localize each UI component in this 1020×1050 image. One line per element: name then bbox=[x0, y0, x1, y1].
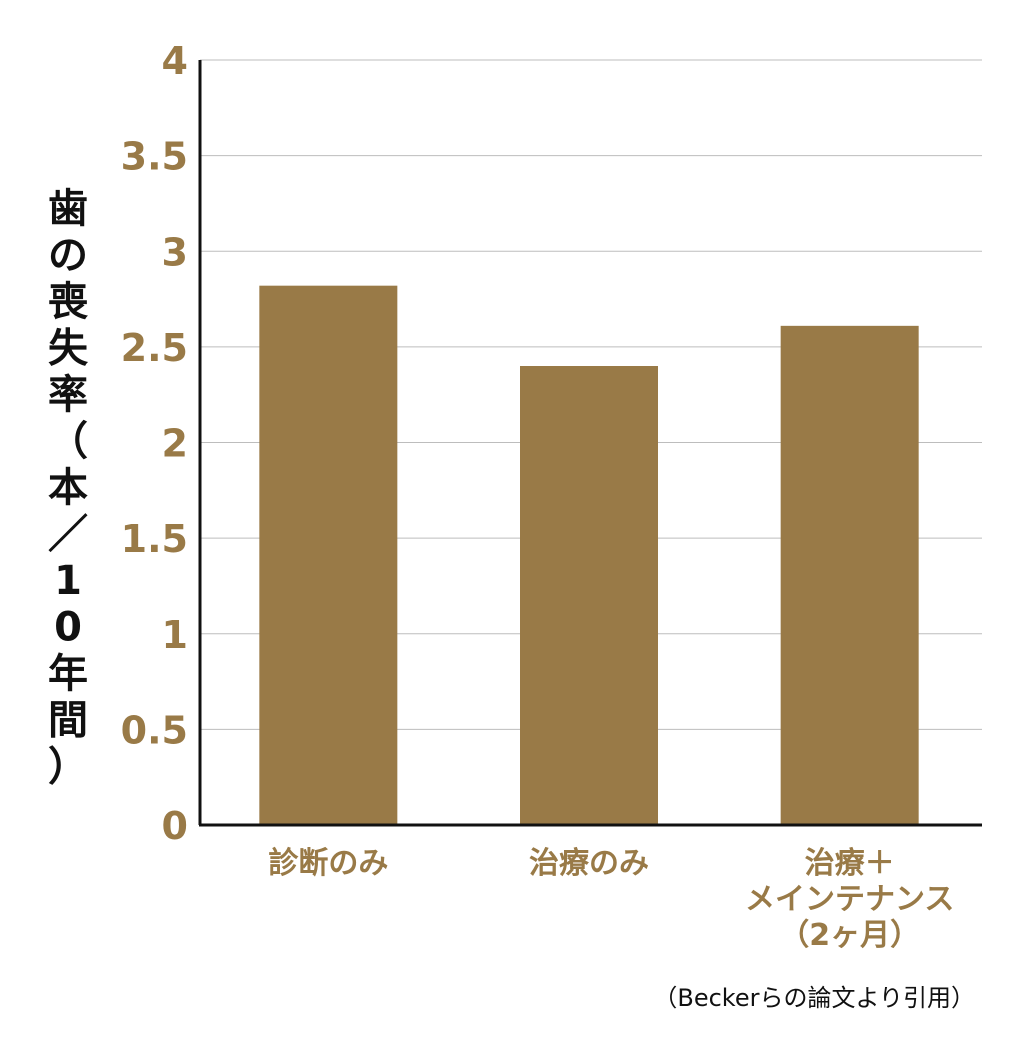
y-tick-label: 1.5 bbox=[121, 517, 188, 561]
y-tick-label: 0 bbox=[162, 804, 188, 848]
y-tick-label: 1 bbox=[162, 613, 188, 657]
y-axis-label: 歯の喪失率（本／ 1 0 年間） bbox=[48, 186, 89, 790]
x-category-labels: 診断のみ 治療のみ 治療＋メインテナンス（2ヶ月） bbox=[268, 846, 954, 953]
y-axis-title: 歯の喪失率（本／ 1 0 年間） bbox=[48, 186, 89, 790]
x-category-label: 治療＋メインテナンス（2ヶ月） bbox=[745, 846, 954, 953]
bar bbox=[780, 325, 919, 825]
axes bbox=[198, 60, 982, 827]
bars bbox=[259, 285, 919, 825]
source-note: （Beckerらの論文より引用） bbox=[653, 984, 975, 1012]
x-category-label: 治療のみ bbox=[529, 846, 649, 881]
y-tick-label: 4 bbox=[162, 39, 188, 83]
bar bbox=[259, 285, 398, 825]
x-category-label: 診断のみ bbox=[268, 846, 388, 881]
y-tick-labels: 0 0.5 1 1.5 2 2.5 3 3.5 4 bbox=[121, 39, 188, 848]
y-tick-label: 3 bbox=[162, 230, 188, 274]
y-tick-label: 3.5 bbox=[121, 135, 188, 179]
bar bbox=[520, 366, 658, 825]
y-tick-label: 0.5 bbox=[121, 708, 188, 752]
y-tick-label: 2.5 bbox=[121, 326, 188, 370]
y-tick-label: 2 bbox=[162, 422, 188, 466]
